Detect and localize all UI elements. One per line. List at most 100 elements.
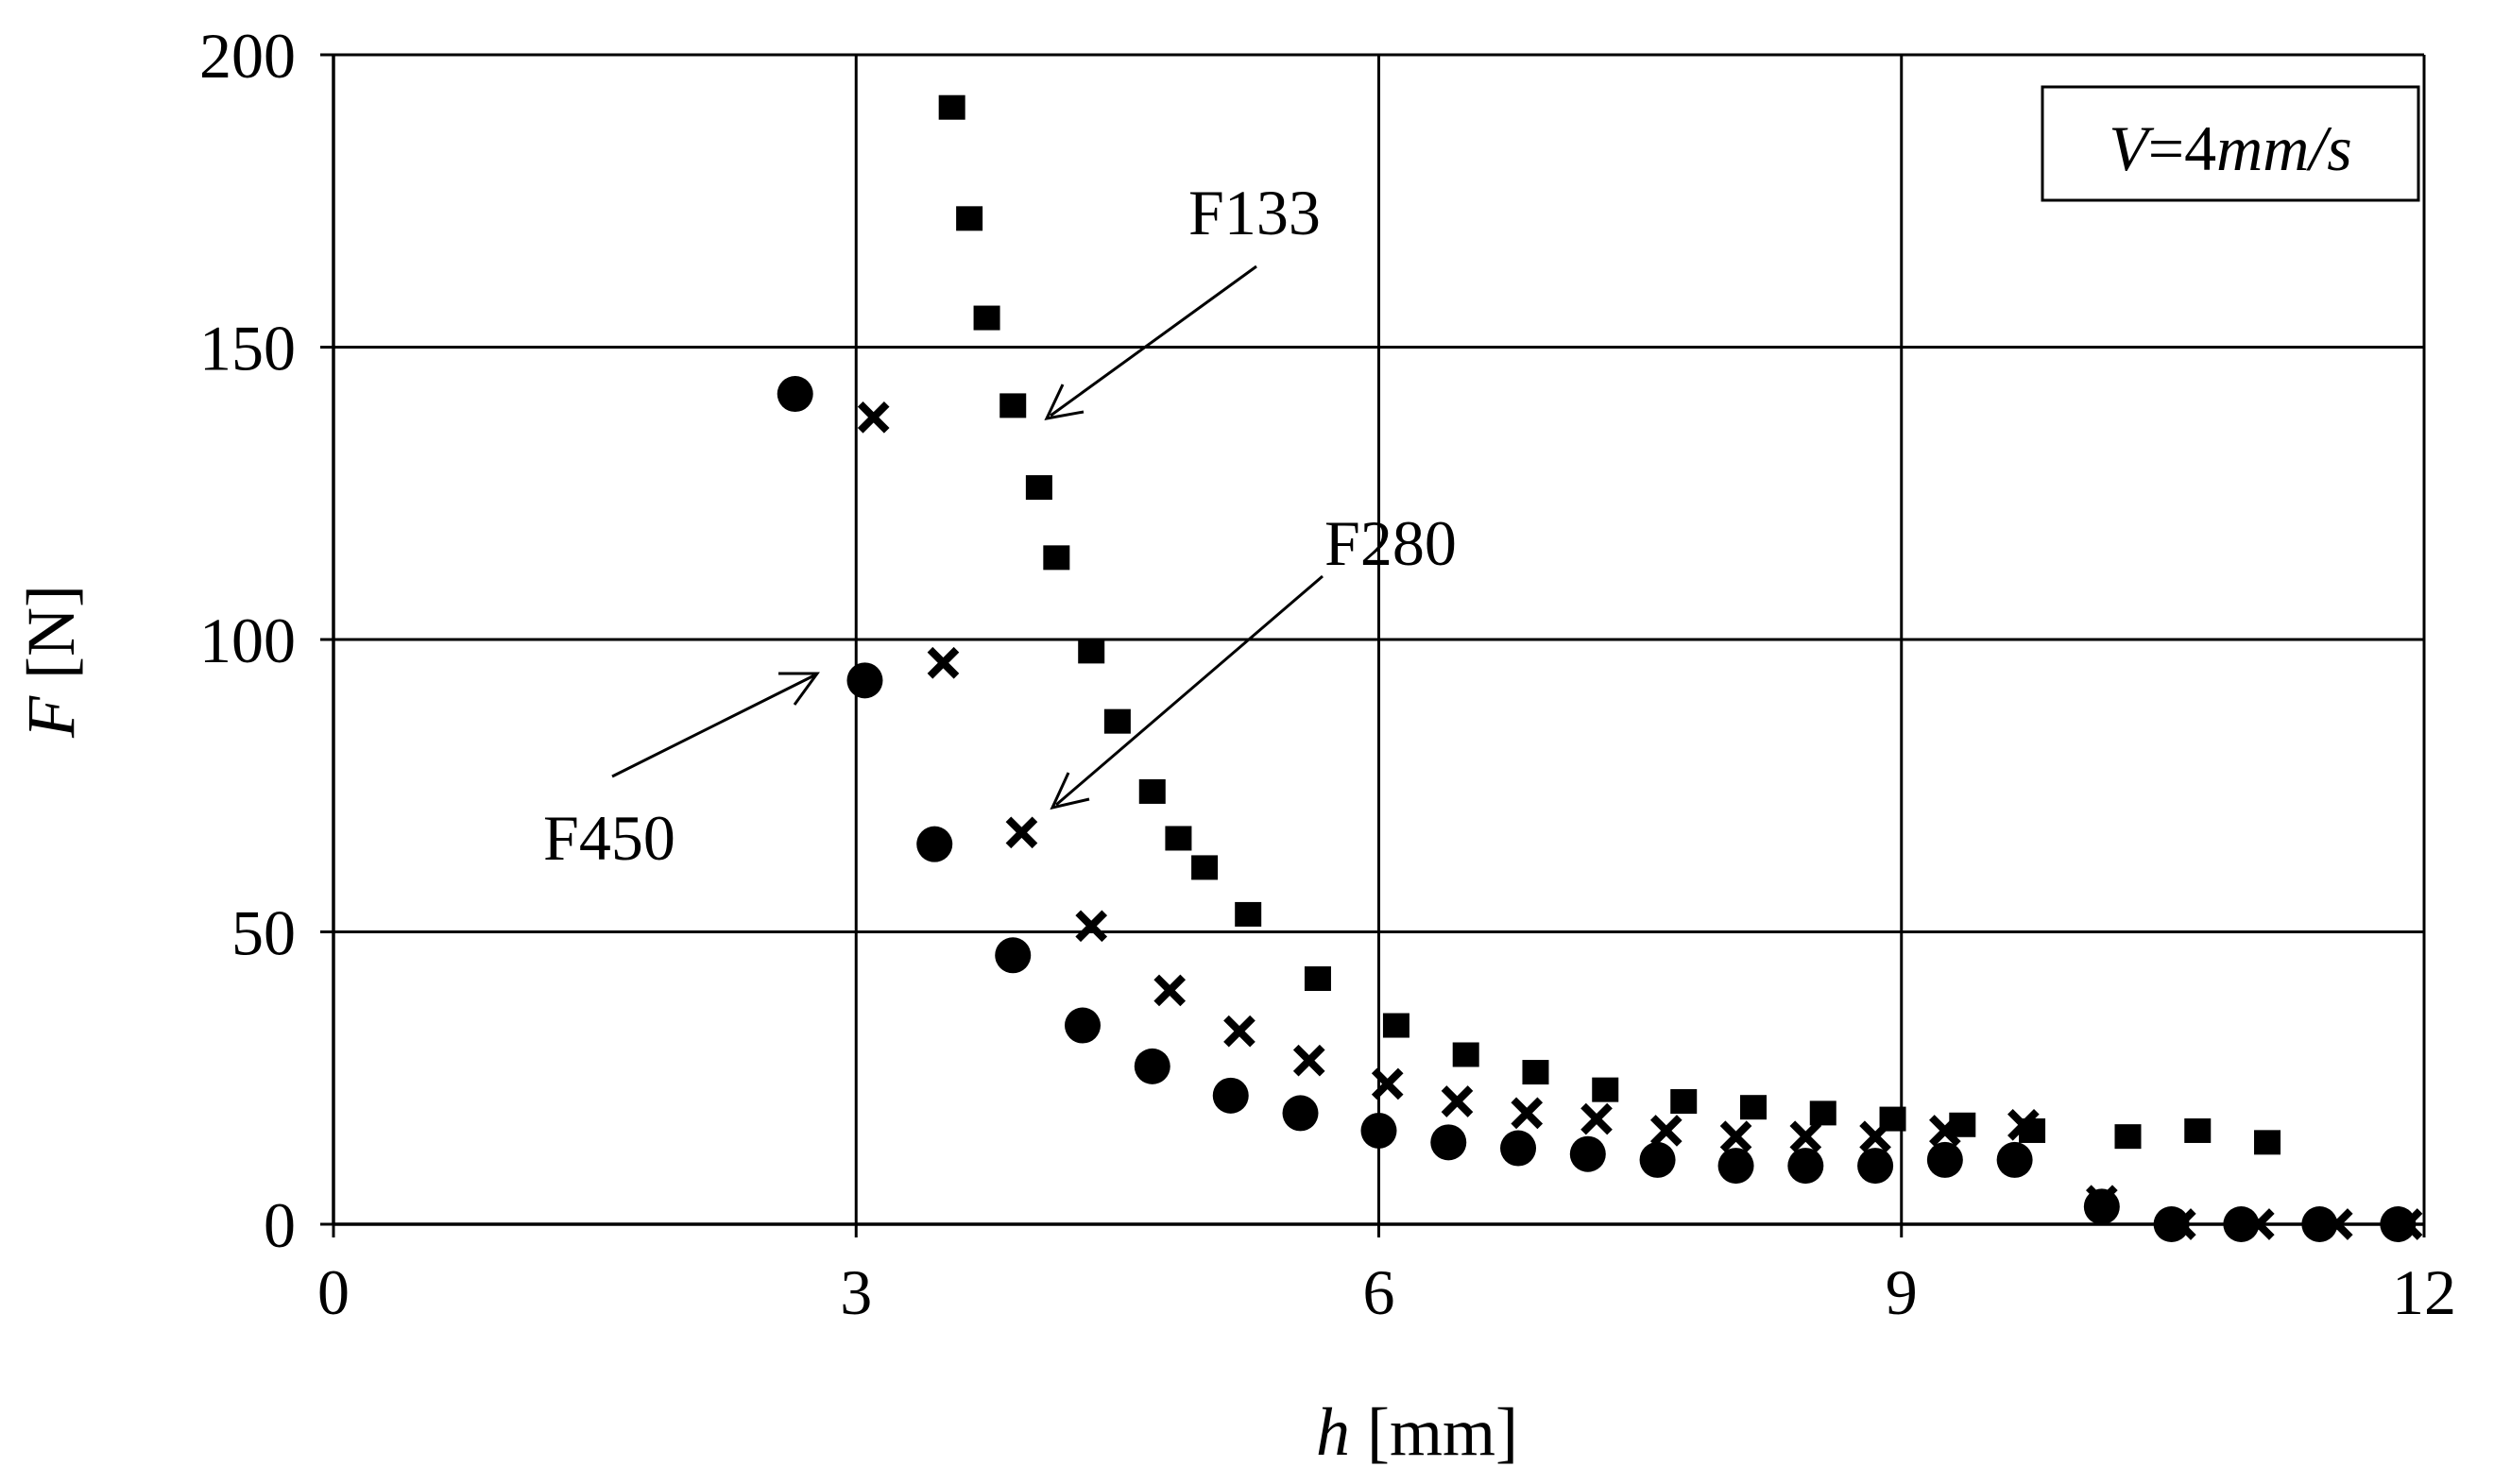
point-f450-circle <box>777 376 813 413</box>
x-tick-label: 3 <box>840 1256 872 1328</box>
point-f280-cross <box>927 646 960 679</box>
x-tick-label: 6 <box>1363 1256 1395 1328</box>
label-f450: F450 <box>543 802 675 874</box>
point-f450-circle <box>1926 1141 1963 1178</box>
point-f450-circle <box>1500 1130 1537 1167</box>
point-f450-circle <box>1717 1148 1754 1185</box>
point-f280-cross <box>1441 1085 1474 1117</box>
velocity-value: =4 <box>2148 112 2216 184</box>
point-f280-cross <box>1371 1067 1404 1100</box>
tick-labels: 0 3 6 9 12 0 50 100 150 200 <box>199 20 2456 1328</box>
point-f133-square <box>1103 708 1131 734</box>
point-f133-square <box>1025 475 1052 501</box>
point-f450-circle <box>1064 1007 1101 1044</box>
point-f450-circle <box>916 826 953 862</box>
point-f450-circle <box>2380 1206 2417 1242</box>
x-axis-label: h [mm] <box>1316 1394 1518 1470</box>
y-tick-label: 50 <box>231 897 296 969</box>
point-f133-square <box>1670 1089 1698 1115</box>
point-f450-circle <box>846 662 883 699</box>
point-f450-circle <box>1134 1048 1170 1084</box>
arrowhead-f133 <box>1044 384 1085 420</box>
point-f133-square <box>938 94 965 120</box>
point-f133-square <box>1739 1095 1767 1120</box>
point-f133-square <box>1592 1077 1619 1102</box>
point-f280-cross <box>1859 1120 1891 1152</box>
point-f133-square <box>2114 1124 2142 1150</box>
x-tick-label: 12 <box>2392 1256 2456 1328</box>
point-f133-square <box>1043 545 1070 571</box>
point-f280-cross <box>1580 1102 1613 1135</box>
y-tick-label: 150 <box>199 313 296 384</box>
point-f280-cross <box>1292 1044 1325 1077</box>
velocity-box: V=4mm/s <box>2041 85 2420 202</box>
point-f280-cross <box>857 401 890 434</box>
arrowhead-f450 <box>778 672 820 706</box>
y-tick-label: 100 <box>199 605 296 676</box>
point-f450-circle <box>1569 1135 1606 1172</box>
point-f133-square <box>1138 778 1166 804</box>
label-f133: F133 <box>1188 177 1321 248</box>
point-f133-square <box>1235 901 1262 927</box>
point-f133-square <box>1809 1100 1836 1126</box>
point-f133-square <box>2254 1130 2281 1155</box>
point-f450-circle <box>2223 1206 2260 1242</box>
x-axis-var: h <box>1316 1394 1350 1470</box>
x-tick-label: 9 <box>1886 1256 1918 1328</box>
velocity-var: V <box>2109 112 2155 184</box>
arrow-f280 <box>1055 574 1324 807</box>
grid <box>332 53 2426 1226</box>
point-f280-cross <box>1223 1015 1256 1048</box>
data-marks <box>777 94 2423 1242</box>
point-f450-circle <box>2153 1206 2190 1242</box>
y-axis-var: F <box>13 695 89 739</box>
arrow-f450 <box>611 674 815 778</box>
y-axis-label: F [N] <box>13 585 89 739</box>
point-f280-cross <box>1075 910 1108 943</box>
point-f280-cross <box>1789 1120 1822 1152</box>
point-f133-square <box>1191 855 1219 880</box>
point-f280-cross <box>1153 974 1187 1007</box>
point-f450-circle <box>1639 1141 1676 1178</box>
annotation-f133: F133 <box>1044 177 1321 420</box>
point-f133-square <box>1382 1013 1409 1038</box>
label-f280: F280 <box>1324 507 1457 579</box>
x-tick-label: 0 <box>317 1256 350 1328</box>
point-f133-square <box>1522 1060 1549 1085</box>
velocity-unit: mm/s <box>2216 112 2352 184</box>
point-f280-cross <box>1649 1115 1683 1147</box>
point-f450-circle <box>1212 1077 1249 1114</box>
arrowhead-f280 <box>1050 772 1090 810</box>
point-f280-cross <box>1929 1115 1961 1147</box>
y-axis-unit: [N] <box>13 585 89 696</box>
y-tick-label: 0 <box>264 1189 296 1261</box>
annotation-f450: F450 <box>543 672 820 874</box>
velocity-box-frame <box>2041 85 2420 202</box>
velocity-label: V=4mm/s <box>2109 112 2351 184</box>
axes <box>320 53 2426 1237</box>
point-f450-circle <box>1857 1148 1894 1185</box>
point-f450-circle <box>1360 1112 1397 1149</box>
point-f450-circle <box>2083 1188 2120 1225</box>
point-f133-square <box>973 305 1000 331</box>
point-f450-circle <box>2301 1206 2338 1242</box>
point-f280-cross <box>2007 1108 2040 1141</box>
point-f450-circle <box>1430 1124 1467 1161</box>
point-f133-square <box>956 206 983 231</box>
x-axis-unit: [mm] <box>1350 1394 1518 1470</box>
point-f450-circle <box>995 937 1032 974</box>
point-f280-cross <box>1005 816 1038 849</box>
point-f133-square <box>1078 639 1105 664</box>
arrow-f133 <box>1050 264 1257 418</box>
point-f450-circle <box>1787 1148 1824 1185</box>
point-f280-cross <box>1719 1120 1752 1152</box>
annotation-f280: F280 <box>1050 507 1457 810</box>
point-f133-square <box>1165 826 1192 851</box>
point-f280-cross <box>1511 1097 1544 1130</box>
point-f133-square <box>999 393 1027 418</box>
point-f133-square <box>1452 1042 1479 1067</box>
point-f133-square <box>1304 966 1331 992</box>
point-f133-square <box>2184 1117 2212 1143</box>
point-f450-circle <box>1282 1095 1319 1132</box>
